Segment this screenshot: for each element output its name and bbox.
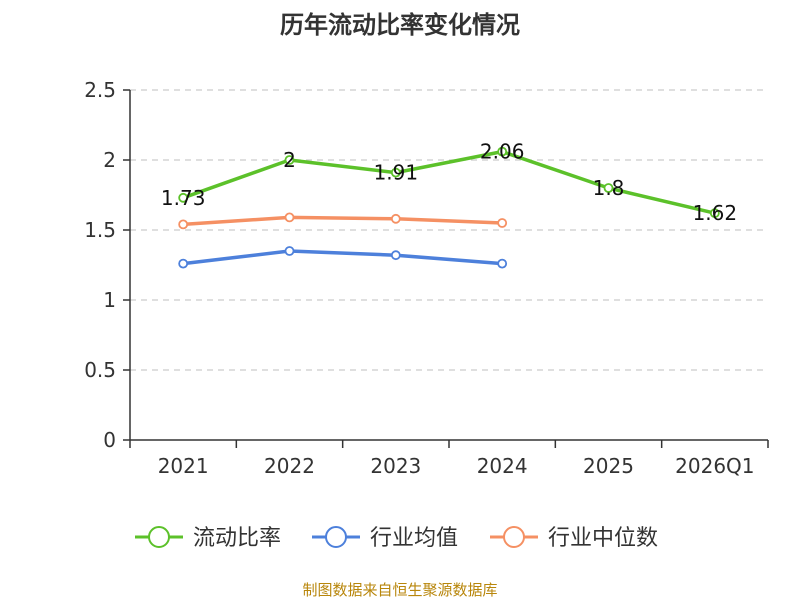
series-group: 1.73 2 1.91 2.06 1.8 1.62 [161,140,738,269]
data-label: 1.73 [161,186,206,210]
data-point [497,146,508,157]
x-tick-label: 2021 [158,454,209,478]
data-point [284,212,295,223]
y-tick-label: 2 [103,148,116,172]
data-point [284,155,295,165]
data-point [709,208,720,219]
x-tick-label: 2026Q1 [675,454,754,478]
legend-swatch-marker [148,526,170,548]
legend-label: 行业中位数 [548,526,658,551]
series-line [182,149,716,215]
source-note: 制图数据来自恒生聚源数据库 [302,581,497,599]
data-point [603,183,614,193]
data-point [390,250,401,261]
legend-label: 流动比率 [193,526,281,551]
data-label: 1.62 [693,201,738,225]
series-line [183,215,503,227]
legend-swatch-marker [503,526,525,548]
legend[interactable]: 流动比率 行业均值 行业中位数 [135,526,658,551]
x-tick-label: 2025 [583,454,634,478]
grid-lines [130,89,768,371]
data-label: 1.8 [593,176,625,200]
data-point [497,258,508,269]
y-tick-label: 1 [103,288,116,312]
y-tick-label: 0.5 [84,358,116,382]
data-label: 2 [283,148,296,172]
data-point [497,218,508,228]
x-tick-label: 2022 [264,454,315,478]
chart-title: 历年流动比率变化情况 [280,11,520,39]
y-tick-label: 1.5 [84,218,116,242]
data-point [390,213,401,224]
x-tick-label: 2023 [370,454,421,478]
legend-label: 行业均值 [370,526,458,551]
data-label: 1.91 [374,161,419,185]
series-line [182,249,503,266]
y-tick-label: 0 [103,428,116,452]
data-point [178,258,189,269]
data-point [178,192,189,203]
legend-swatch-marker [325,526,347,548]
data-point [284,246,295,256]
data-label: 2.06 [480,140,525,164]
y-tick-label: 2.5 [84,78,116,102]
axes: 0 0.5 1 1.5 2 2.5 2021 2022 2023 2024 2025 2026Q1 [84,78,769,478]
data-point [390,167,401,178]
data-point [178,219,189,230]
x-tick-label: 2024 [477,454,528,478]
